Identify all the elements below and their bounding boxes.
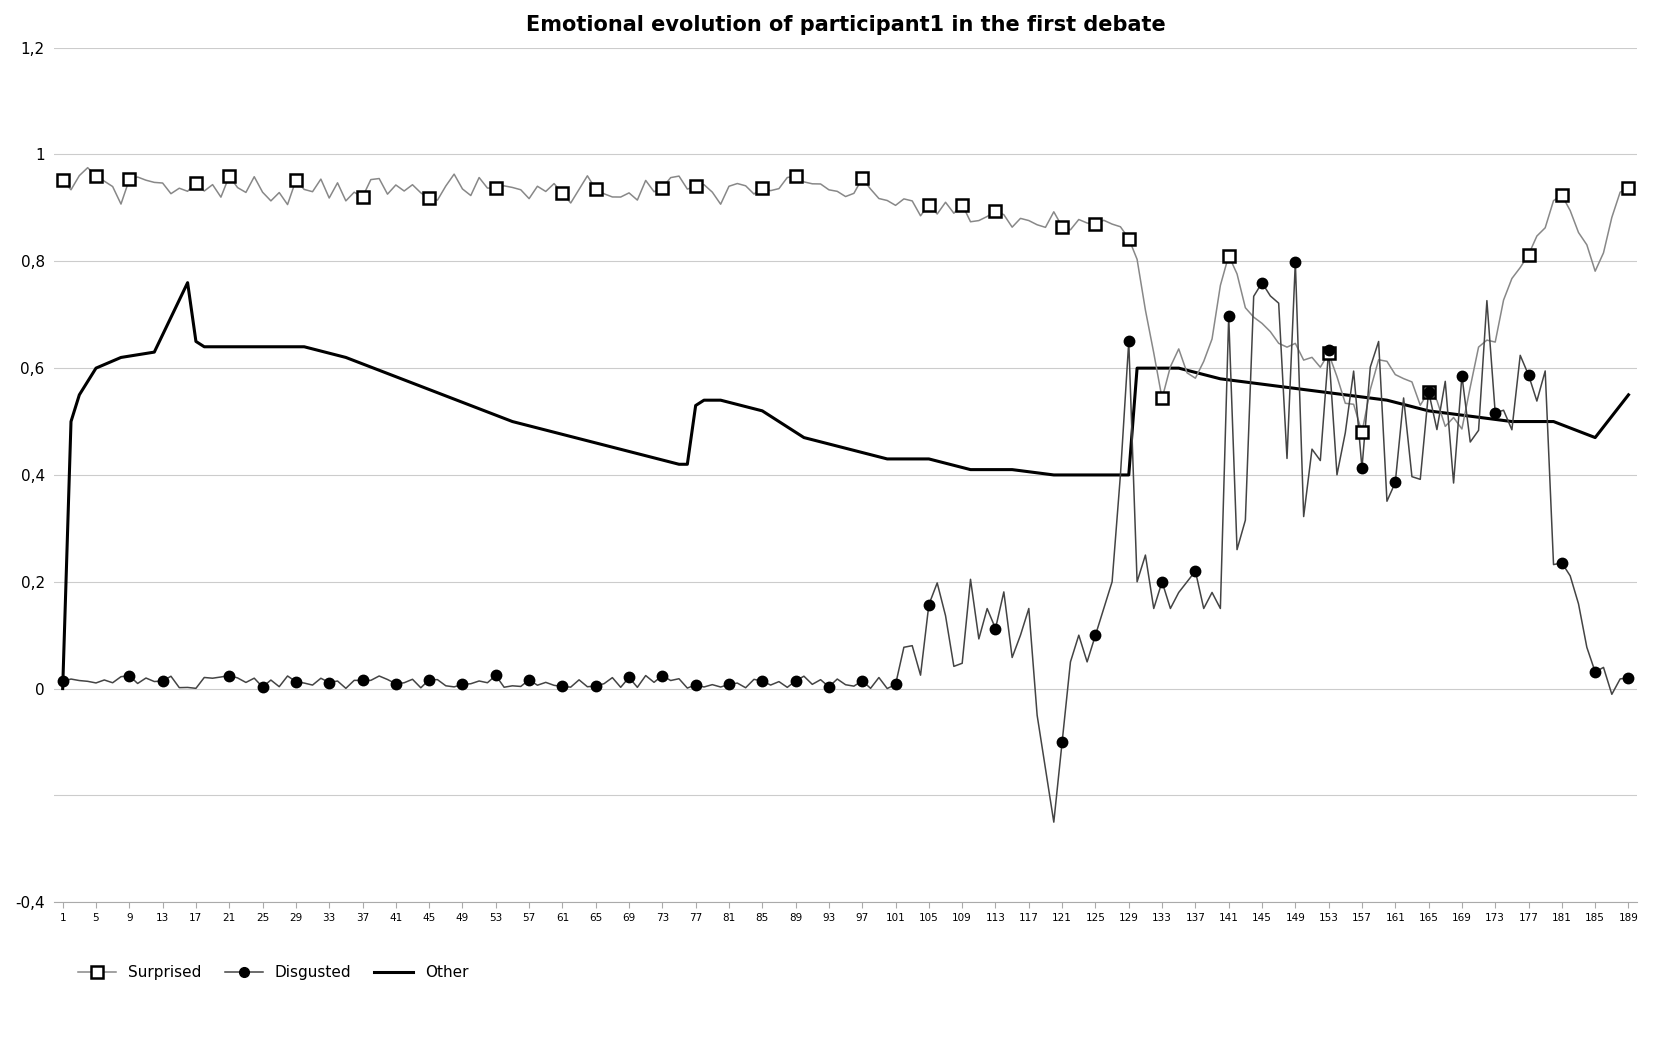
Title: Emotional evolution of participant1 in the first debate: Emotional evolution of participant1 in t…	[526, 15, 1165, 35]
Legend: Surprised, Disgusted, Other: Surprised, Disgusted, Other	[78, 965, 468, 980]
